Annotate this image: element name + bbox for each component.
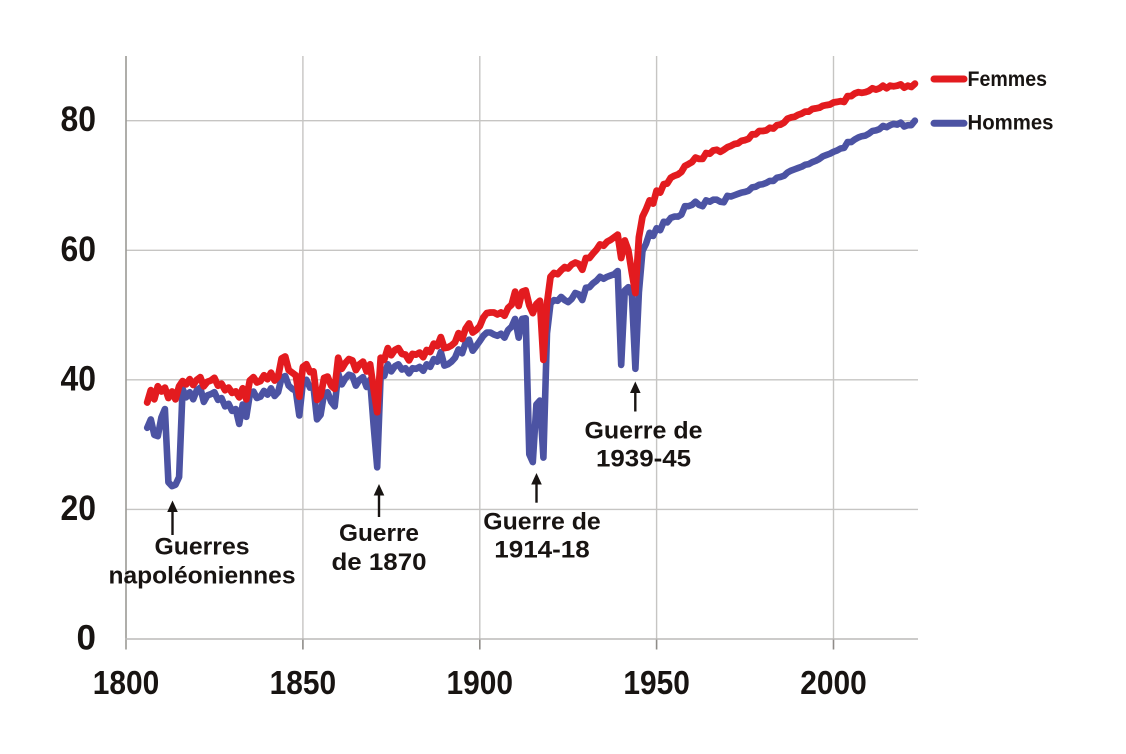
svg-text:60: 60 — [61, 230, 97, 269]
svg-text:20: 20 — [61, 489, 97, 528]
svg-text:Hommes: Hommes — [968, 111, 1054, 135]
svg-text:1950: 1950 — [623, 664, 690, 701]
svg-text:Guerres: Guerres — [155, 534, 250, 561]
svg-text:de 1870: de 1870 — [332, 549, 427, 576]
svg-text:1939-45: 1939-45 — [596, 446, 691, 473]
svg-text:80: 80 — [61, 100, 97, 139]
svg-text:0: 0 — [77, 619, 96, 658]
svg-text:40: 40 — [61, 359, 97, 398]
svg-text:2000: 2000 — [800, 664, 867, 701]
svg-text:Guerre: Guerre — [339, 520, 419, 547]
svg-text:Guerre de: Guerre de — [585, 418, 703, 445]
svg-text:1850: 1850 — [270, 664, 337, 701]
svg-text:napoléoniennes: napoléoniennes — [109, 563, 296, 590]
svg-text:1900: 1900 — [447, 664, 514, 701]
svg-text:1914-18: 1914-18 — [494, 537, 590, 564]
svg-text:Guerre de: Guerre de — [483, 509, 601, 536]
svg-text:Femmes: Femmes — [968, 67, 1048, 91]
svg-text:1800: 1800 — [93, 664, 160, 701]
